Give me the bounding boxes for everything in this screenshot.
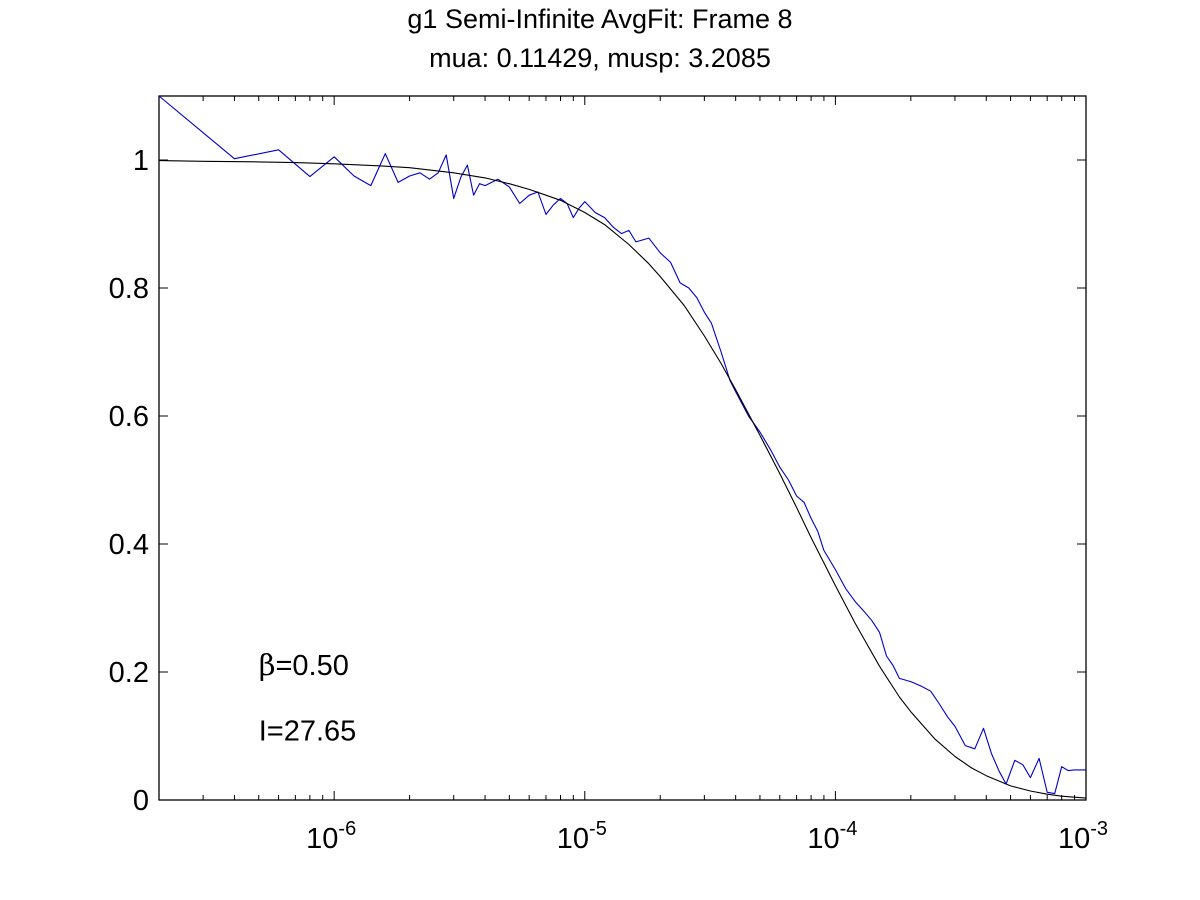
fit-curve-line: [158, 160, 1087, 799]
measured-data-line: [158, 95, 1086, 795]
x-tick-label: 10-4: [807, 818, 857, 855]
y-tick-label: 0.4: [109, 529, 149, 561]
annotation-text: =0.50: [275, 650, 348, 682]
chart-title: g1 Semi-Infinite AvgFit: Frame 8: [407, 4, 793, 34]
x-tick-exponent: -6: [338, 818, 356, 840]
axis-ticks: [158, 96, 1087, 801]
y-tick-labels: 0 0.2 0.4 0.6 0.8 1: [109, 145, 149, 817]
x-tick-base: 10: [1058, 823, 1090, 855]
x-tick-base: 10: [807, 823, 839, 855]
annotation: I=27.65: [259, 715, 357, 747]
x-tick-labels: 10-6 10-5 10-4 10-3: [306, 818, 1108, 855]
y-tick-label: 0.8: [109, 273, 149, 305]
chart-subtitle: mua: 0.11429, musp: 3.2085: [429, 43, 771, 73]
x-tick-label: 10-5: [557, 818, 607, 855]
x-tick-exponent: -4: [840, 818, 858, 840]
x-tick-exponent: -5: [589, 818, 607, 840]
x-tick-base: 10: [557, 823, 589, 855]
x-tick-label: 10-3: [1058, 818, 1108, 855]
data-lines: [158, 95, 1087, 799]
y-tick-label: 0.6: [109, 401, 149, 433]
annotation-symbol: β: [259, 648, 276, 682]
annotation-text: I=27.65: [259, 715, 357, 747]
x-tick-base: 10: [306, 823, 338, 855]
y-tick-label: 0.2: [109, 657, 149, 689]
x-tick-label: 10-6: [306, 818, 356, 855]
x-tick-exponent: -3: [1090, 818, 1108, 840]
y-tick-label: 0: [133, 785, 149, 817]
annotations: β=0.50 I=27.65: [259, 648, 357, 747]
y-tick-label: 1: [133, 145, 149, 177]
axes-box: [158, 95, 1087, 801]
annotation: β=0.50: [259, 648, 349, 682]
